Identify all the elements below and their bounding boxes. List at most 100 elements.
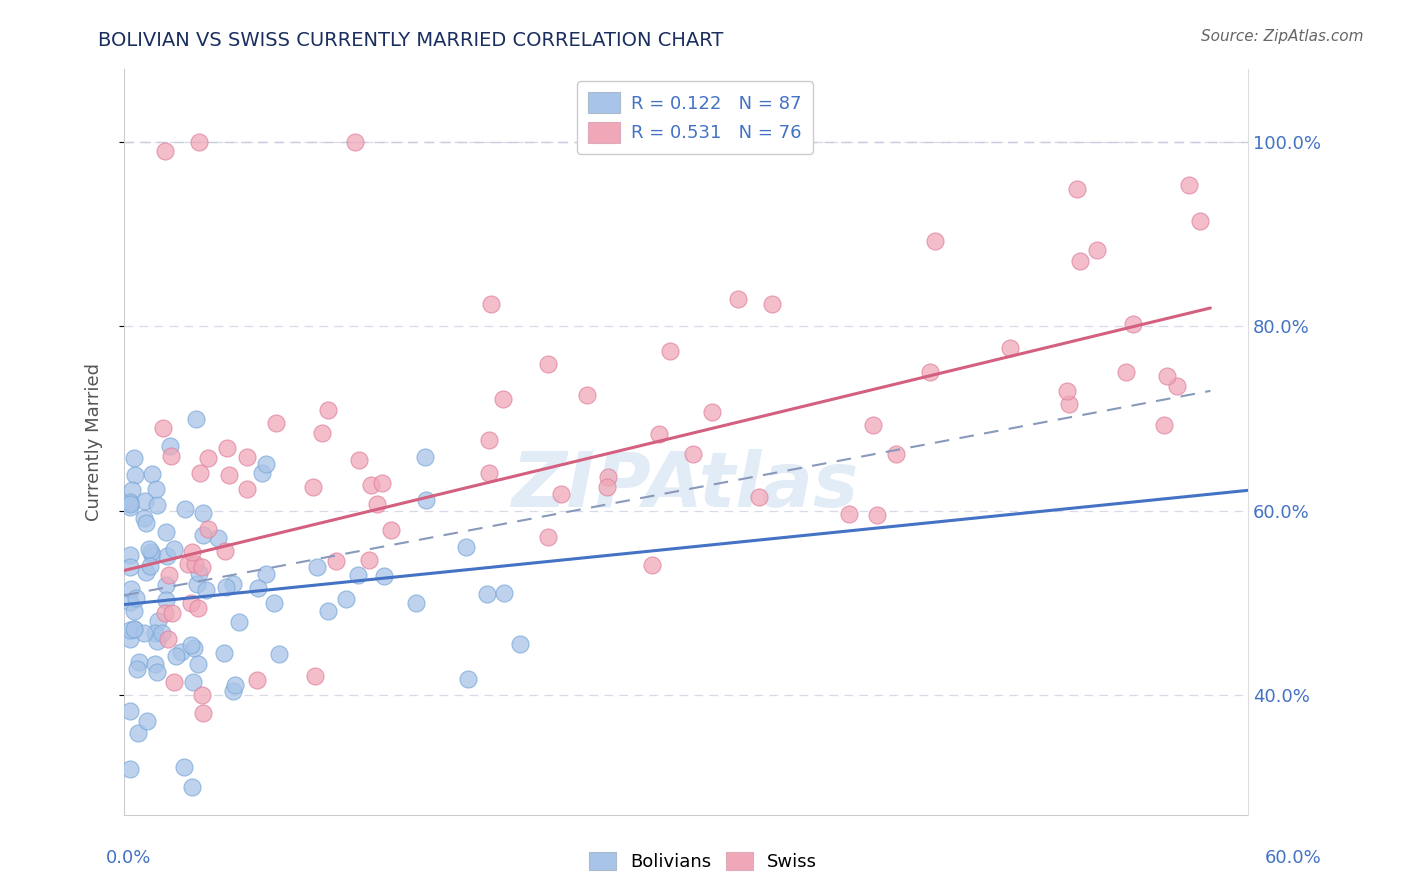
Point [157, 632, 180, 647]
Point [1153, 418, 1175, 433]
Point [181, 674, 204, 689]
Text: Source: ZipAtlas.com: Source: ZipAtlas.com [1201, 29, 1364, 44]
Point [415, 450, 437, 464]
Legend: Bolivians, Swiss: Bolivians, Swiss [582, 845, 824, 879]
Point [1178, 178, 1201, 192]
Point [122, 623, 145, 637]
Point [173, 502, 195, 516]
Point [537, 531, 560, 545]
Point [862, 418, 884, 433]
Point [346, 567, 368, 582]
Point [838, 507, 860, 521]
Point [373, 569, 395, 583]
Point [536, 357, 558, 371]
Point [492, 392, 515, 407]
Point [305, 560, 328, 574]
Point [263, 596, 285, 610]
Point [264, 417, 287, 431]
Point [191, 688, 214, 702]
Point [596, 480, 619, 494]
Point [150, 626, 173, 640]
Point [143, 625, 166, 640]
Point [886, 447, 908, 461]
Point [316, 403, 339, 417]
Point [127, 726, 149, 740]
Point [160, 606, 183, 620]
Point [118, 495, 141, 509]
Point [122, 604, 145, 618]
Point [304, 669, 326, 683]
Point [457, 673, 479, 687]
Point [121, 483, 143, 497]
Point [159, 439, 181, 453]
Point [118, 762, 141, 776]
Point [183, 641, 205, 656]
Point [212, 647, 235, 661]
Point [155, 593, 177, 607]
Point [163, 542, 186, 557]
Point [120, 582, 142, 596]
Point [118, 497, 141, 511]
Point [478, 466, 501, 480]
Point [197, 523, 219, 537]
Point [160, 450, 183, 464]
Point [748, 490, 770, 504]
Point [193, 706, 215, 721]
Text: 60.0%: 60.0% [1265, 849, 1322, 867]
Point [254, 457, 277, 471]
Point [132, 626, 155, 640]
Text: 0.0%: 0.0% [105, 849, 150, 867]
Point [186, 577, 208, 591]
Point [218, 468, 240, 483]
Point [998, 341, 1021, 355]
Point [165, 648, 187, 663]
Point [267, 647, 290, 661]
Point [357, 553, 380, 567]
Point [222, 683, 245, 698]
Point [125, 661, 148, 675]
Point [188, 135, 211, 149]
Point [194, 582, 217, 597]
Point [155, 524, 177, 539]
Point [492, 586, 515, 600]
Point [700, 404, 723, 418]
Point [222, 577, 245, 591]
Point [143, 657, 166, 672]
Point [301, 479, 323, 493]
Point [124, 622, 146, 636]
Point [118, 548, 141, 562]
Point [235, 482, 257, 496]
Point [456, 540, 478, 554]
Point [122, 450, 145, 465]
Point [134, 494, 156, 508]
Point [141, 549, 163, 563]
Point [207, 531, 229, 545]
Point [311, 425, 333, 440]
Point [1057, 397, 1080, 411]
Y-axis label: Currently Married: Currently Married [86, 362, 103, 521]
Point [118, 624, 141, 638]
Point [349, 452, 371, 467]
Point [479, 296, 502, 310]
Point [180, 638, 202, 652]
Point [236, 450, 259, 464]
Point [475, 587, 498, 601]
Point [415, 492, 437, 507]
Point [682, 447, 704, 461]
Point [128, 655, 150, 669]
Point [640, 558, 662, 573]
Point [658, 343, 681, 358]
Point [184, 558, 207, 572]
Point [246, 673, 269, 687]
Point [1066, 182, 1088, 196]
Point [1069, 253, 1091, 268]
Point [344, 135, 367, 149]
Point [157, 568, 180, 582]
Point [224, 678, 246, 692]
Point [1115, 365, 1137, 379]
Point [1085, 243, 1108, 257]
Point [191, 506, 214, 520]
Point [866, 508, 889, 523]
Point [176, 558, 198, 572]
Legend: R = 0.122   N = 87, R = 0.531   N = 76: R = 0.122 N = 87, R = 0.531 N = 76 [576, 81, 813, 153]
